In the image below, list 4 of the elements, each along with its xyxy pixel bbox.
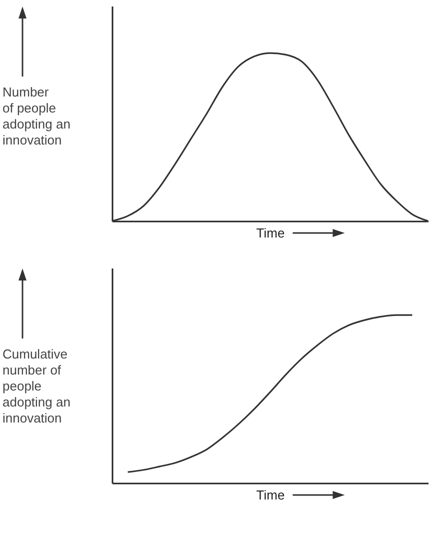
x-axis-title: Time bbox=[256, 226, 285, 240]
y-axis-title: Cumulative number of people adopting an innovation bbox=[2, 346, 70, 426]
y-axis-title: Number of people adopting an innovation bbox=[2, 84, 70, 148]
x-axis-title: Time bbox=[256, 488, 285, 502]
